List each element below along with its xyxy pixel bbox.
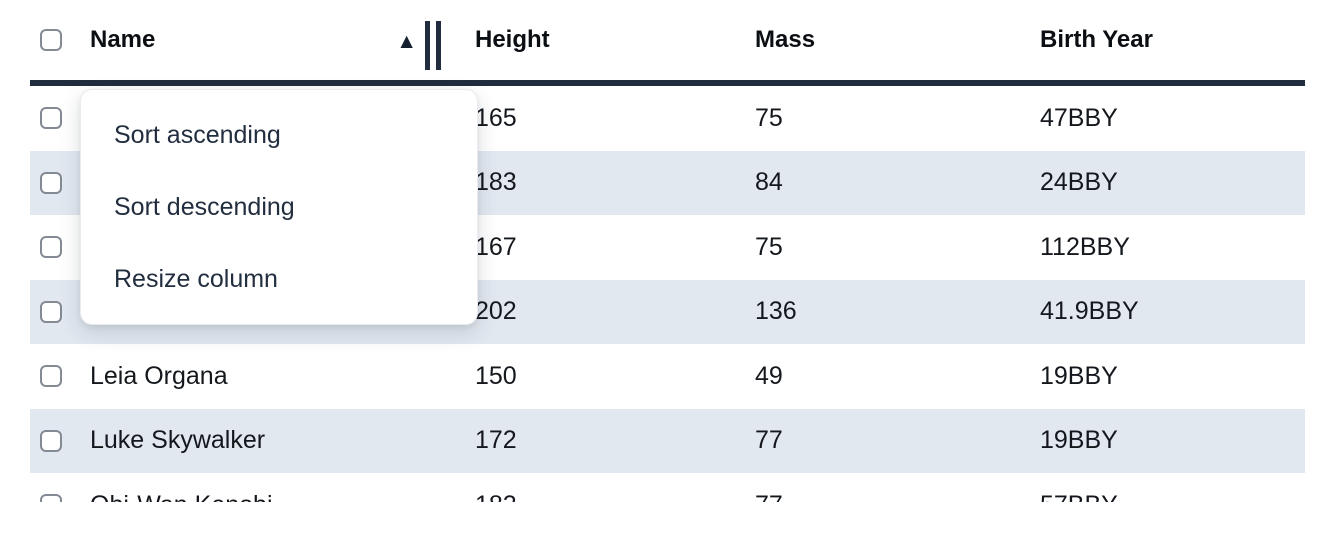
- column-header-height-label: Height: [475, 26, 550, 53]
- cell-name: Leia Organa: [90, 361, 228, 390]
- column-header-name-label: Name: [90, 26, 156, 53]
- row-checkbox[interactable]: [40, 429, 62, 452]
- column-header-mass-label: Mass: [755, 26, 816, 53]
- column-header-name[interactable]: Name ▲: [90, 11, 475, 70]
- cell-height: 183: [475, 168, 517, 197]
- cell-mass: 49: [755, 361, 783, 390]
- cell-mass: 77: [755, 426, 783, 455]
- cell-birth-year: 47BBY: [1040, 103, 1118, 132]
- cell-birth-year: 24BBY: [1040, 168, 1118, 197]
- cell-birth-year: 112BBY: [1040, 232, 1130, 261]
- table-row[interactable]: Luke Skywalker 172 77 19BBY: [30, 408, 1305, 473]
- cell-height: 182: [475, 491, 755, 502]
- cell-birth-year: 19BBY: [1040, 361, 1118, 390]
- cell-mass: 84: [755, 168, 783, 197]
- row-checkbox[interactable]: [40, 171, 62, 194]
- row-checkbox[interactable]: [40, 236, 62, 259]
- cell-height: 202: [475, 297, 517, 326]
- sort-ascending-icon: ▲: [396, 29, 417, 53]
- column-header-height[interactable]: Height: [475, 26, 755, 54]
- column-header-birth-year-label: Birth Year: [1040, 26, 1153, 53]
- cell-mass: 77: [755, 491, 1040, 502]
- table-header: Name ▲ Height Mass Birth Year: [30, 0, 1305, 86]
- table-row[interactable]: Leia Organa 150 49 19BBY: [30, 344, 1305, 409]
- column-header-birth-year[interactable]: Birth Year: [1040, 26, 1305, 54]
- column-resize-handle-icon[interactable]: [425, 20, 441, 70]
- header-select-cell: [30, 29, 90, 51]
- table-row[interactable]: 165 75 47BBY: [30, 86, 1305, 151]
- cell-height: 165: [475, 103, 517, 132]
- menu-item-sort-ascending[interactable]: Sort ascending: [114, 120, 281, 149]
- table-row[interactable]: Obi-Wan Kenobi 182 77 57BBY: [30, 473, 1305, 502]
- menu-item-resize-column[interactable]: Resize column: [114, 264, 278, 293]
- cell-name: Luke Skywalker: [90, 426, 266, 455]
- cell-mass: 75: [755, 103, 783, 132]
- cell-height: 167: [475, 232, 517, 261]
- table-row[interactable]: 167 75 112BBY: [30, 215, 1305, 280]
- cell-birth-year: 41.9BBY: [1040, 297, 1139, 326]
- column-menu: Sort ascending Sort descending Resize co…: [80, 89, 478, 325]
- cell-birth-year: 57BBY: [1040, 491, 1305, 502]
- cell-mass: 136: [755, 297, 797, 326]
- row-checkbox[interactable]: [40, 300, 62, 323]
- data-table: Name ▲ Height Mass Birth Year 165 75 47B…: [30, 0, 1305, 502]
- cell-mass: 75: [755, 232, 783, 261]
- cell-height: 172: [475, 426, 517, 455]
- cell-name: Obi-Wan Kenobi: [90, 491, 475, 502]
- cell-height: 150: [475, 361, 517, 390]
- cell-birth-year: 19BBY: [1040, 426, 1118, 455]
- menu-item-sort-descending[interactable]: Sort descending: [114, 192, 295, 221]
- row-checkbox[interactable]: [40, 494, 62, 502]
- column-header-mass[interactable]: Mass: [755, 26, 1040, 54]
- select-all-checkbox[interactable]: [40, 29, 62, 51]
- row-checkbox[interactable]: [40, 107, 62, 130]
- row-checkbox[interactable]: [40, 365, 62, 388]
